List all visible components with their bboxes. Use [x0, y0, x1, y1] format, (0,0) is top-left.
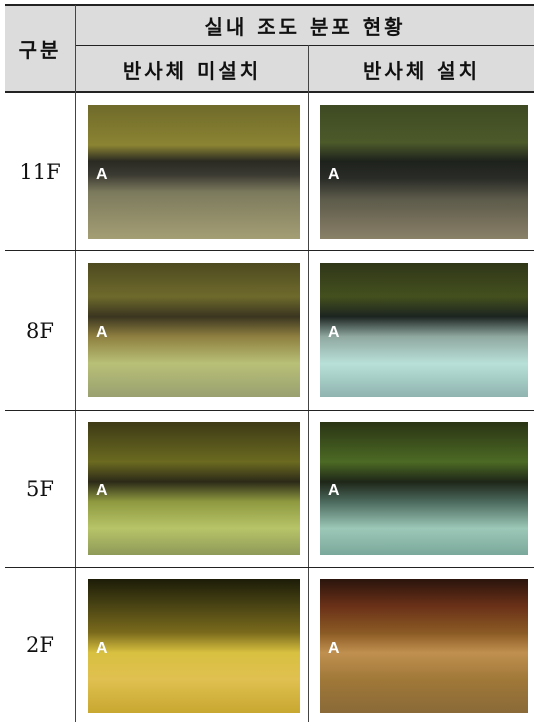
point-label: A	[328, 324, 340, 342]
illuminance-image: A	[320, 263, 528, 397]
illuminance-image: A	[88, 579, 300, 713]
point-label: A	[96, 324, 108, 342]
category-header: 구분	[5, 5, 75, 92]
illuminance-image: A	[88, 422, 300, 555]
illuminance-image: A	[320, 422, 528, 555]
point-label: A	[328, 640, 340, 658]
floor-label: 2F	[5, 568, 75, 722]
point-label: A	[328, 166, 340, 184]
illuminance-image: A	[320, 579, 528, 713]
column-header: 반사체 설치	[309, 46, 534, 92]
floor-label: 8F	[5, 251, 75, 410]
illuminance-image: A	[320, 105, 528, 239]
border	[75, 45, 534, 46]
point-label: A	[328, 482, 340, 500]
point-label: A	[96, 166, 108, 184]
border	[5, 91, 534, 93]
border	[75, 5, 76, 722]
point-label: A	[96, 482, 108, 500]
border	[5, 567, 534, 568]
illuminance-image: A	[88, 263, 300, 397]
illuminance-image: A	[88, 105, 300, 239]
border	[5, 250, 534, 251]
page: 구분 실내 조도 분포 현황 반사체 미설치 반사체 설치 (() => { c…	[0, 0, 534, 722]
table-title: 실내 조도 분포 현황	[76, 5, 534, 45]
border	[308, 45, 309, 722]
floor-label: 11F	[5, 93, 75, 250]
point-label: A	[96, 640, 108, 658]
border	[5, 4, 534, 6]
column-header: 반사체 미설치	[76, 46, 308, 92]
border	[5, 410, 534, 411]
floor-label: 5F	[5, 411, 75, 567]
